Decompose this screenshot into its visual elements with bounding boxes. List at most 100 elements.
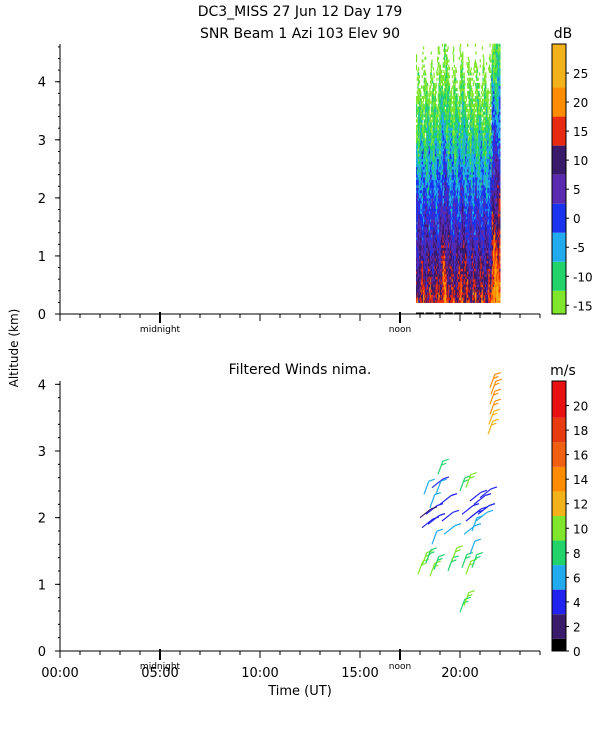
heatmap-cell — [427, 221, 430, 225]
heatmap-cell — [425, 156, 427, 160]
heatmap-cell — [421, 190, 423, 194]
heatmap-cell — [432, 218, 434, 222]
heatmap-cell — [437, 268, 439, 272]
heatmap-cell — [420, 205, 423, 209]
heatmap-cell — [430, 271, 432, 275]
heatmap-cell — [444, 62, 446, 66]
heatmap-cell — [418, 169, 420, 173]
heatmap-cell — [438, 111, 440, 115]
heatmap-cell — [418, 129, 420, 134]
heatmap-cell — [437, 137, 439, 141]
heatmap-cell — [442, 255, 444, 259]
heatmap-cell — [427, 127, 429, 131]
heatmap-cell — [418, 205, 420, 209]
heatmap-cell — [420, 263, 422, 267]
heatmap-cell — [428, 247, 430, 251]
heatmap-cell — [425, 161, 427, 165]
heatmap-cell — [425, 210, 427, 215]
heatmap-cell — [437, 289, 439, 293]
heatmap-cell — [418, 153, 420, 157]
heatmap-cell — [433, 114, 435, 118]
heatmap-cell — [422, 200, 424, 204]
heatmap-cell — [432, 88, 434, 92]
heatmap-cell — [435, 137, 437, 141]
heatmap-cell — [441, 43, 444, 47]
heatmap-cell — [442, 103, 444, 107]
heatmap-cell — [423, 271, 425, 275]
heatmap-cell — [420, 289, 423, 293]
heatmap-cell — [421, 239, 423, 243]
heatmap-cell — [425, 148, 427, 152]
heatmap-cell — [441, 197, 443, 201]
heatmap-cell — [418, 257, 420, 262]
heatmap-cell — [423, 176, 425, 181]
heatmap-cell — [423, 184, 425, 188]
heatmap-cell — [417, 208, 419, 212]
heatmap-cell — [435, 129, 437, 134]
heatmap-cell — [438, 216, 440, 220]
heatmap-cell — [442, 176, 444, 181]
heatmap-cell — [420, 195, 422, 199]
heatmap-cell — [423, 135, 425, 139]
heatmap-cell — [429, 208, 431, 212]
heatmap-cell — [419, 213, 421, 217]
heatmap-cell — [425, 260, 427, 264]
heatmap-cell — [436, 135, 438, 139]
heatmap-cell — [427, 242, 430, 246]
heatmap-cell — [428, 260, 430, 264]
heatmap-cell — [439, 255, 441, 259]
heatmap-cell — [440, 218, 442, 222]
heatmap-cell — [425, 88, 427, 92]
heatmap-cell — [420, 156, 422, 160]
heatmap-cell — [444, 278, 446, 282]
heatmap-cell — [416, 182, 418, 186]
heatmap-cell — [419, 90, 421, 94]
heatmap-cell — [438, 93, 440, 97]
heatmap-cell — [438, 103, 440, 107]
heatmap-cell — [442, 276, 444, 280]
heatmap-cell — [425, 252, 427, 256]
heatmap-cell — [445, 237, 447, 241]
heatmap-cell — [437, 250, 439, 254]
heatmap-cell — [444, 250, 446, 254]
heatmap-cell — [424, 268, 426, 272]
heatmap-cell — [432, 171, 434, 175]
heatmap-cell — [441, 127, 444, 131]
heatmap-cell — [440, 294, 442, 298]
heatmap-cell — [432, 90, 434, 94]
heatmap-cell — [429, 163, 431, 168]
heatmap-cell — [427, 255, 429, 259]
heatmap-cell — [439, 210, 441, 215]
heatmap-cell — [425, 116, 427, 120]
heatmap-cell — [442, 93, 444, 97]
heatmap-cell — [427, 237, 429, 241]
heatmap-cell — [438, 208, 440, 212]
heatmap-cell — [439, 187, 441, 191]
heatmap-cell — [423, 234, 425, 238]
heatmap-cell — [425, 80, 427, 84]
heatmap-cell — [434, 265, 437, 269]
heatmap-cell — [417, 244, 419, 249]
heatmap-cell — [434, 192, 436, 196]
heatmap-cell — [434, 224, 437, 228]
heatmap-cell — [441, 95, 444, 100]
heatmap-cell — [432, 200, 434, 204]
heatmap-cell — [416, 234, 418, 238]
heatmap-cell — [439, 195, 441, 199]
heatmap-cell — [440, 101, 442, 105]
heatmap-cell — [439, 72, 441, 76]
heatmap-cell — [439, 299, 441, 303]
heatmap-cell — [416, 169, 418, 173]
heatmap-cell — [430, 150, 432, 154]
heatmap-cell — [430, 281, 432, 285]
heatmap-cell — [432, 77, 434, 81]
heatmap-cell — [440, 148, 442, 152]
heatmap-cell — [443, 213, 445, 217]
heatmap-cell — [416, 64, 418, 68]
heatmap-cell — [425, 268, 427, 272]
heatmap-cell — [421, 179, 423, 183]
heatmap-cell — [423, 210, 425, 215]
heatmap-cell — [445, 255, 447, 259]
heatmap-cell — [418, 278, 420, 282]
heatmap-cell — [441, 244, 443, 249]
